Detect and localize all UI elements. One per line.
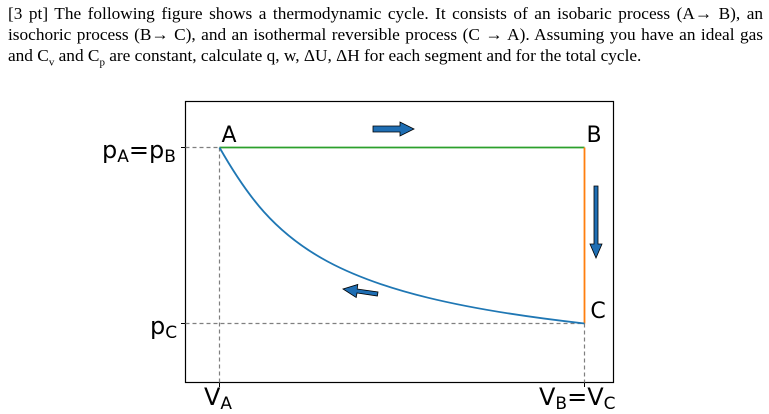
p-low-main: p [150,312,165,340]
arrow-ab-glyph: → [694,4,713,23]
points-label: [3 pt] [8,4,49,23]
v-right-sub1: B [555,394,567,414]
v-left-main: V [204,383,221,411]
arrow-right-icon [372,121,415,137]
problem-text-f: are constant, calculate q, w, ΔU, ΔH for… [104,46,642,65]
arrow-left-icon [342,283,379,299]
problem-text-a: The following figure shows a thermodynam… [48,4,695,23]
problem-text-e: and C [54,46,100,65]
isothermal-curve [218,147,585,325]
p-high-eq: =p [129,136,164,164]
v-left-sub: A [220,394,232,414]
v-right-eq: =V [567,383,604,411]
cv-subscript: v [48,56,55,69]
problem-text-d: A). Assuming you have an ideal gas and C [8,25,763,65]
problem-statement: [3 pt] The following figure shows a ther… [8,3,763,69]
arrow-bc-glyph: → [151,25,169,44]
v-right-main: V [539,383,556,411]
v-right-label: VB=VC [539,383,616,414]
cp-subscript: p [99,56,105,69]
p-high-sub1: A [117,147,129,167]
p-low-sub: C [165,323,177,343]
v-right-sub2: C [604,394,616,414]
arrow-ca-glyph: → [485,25,503,44]
point-b-label: B [586,123,601,148]
plot-frame [184,100,615,384]
arrow-down-icon [589,185,603,260]
p-high-sub2: B [164,147,176,167]
problem-text-b: B), an isochoric process (B [8,4,763,44]
point-a-label: A [221,123,236,148]
p-high-label: pA=pB [102,136,176,167]
point-c-label: C [590,299,605,324]
problem-text-c: C), and an isothermal reversible process… [168,25,486,44]
v-left-label: VA [204,383,232,414]
p-high-main: p [102,136,117,164]
p-low-label: pC [150,312,177,343]
